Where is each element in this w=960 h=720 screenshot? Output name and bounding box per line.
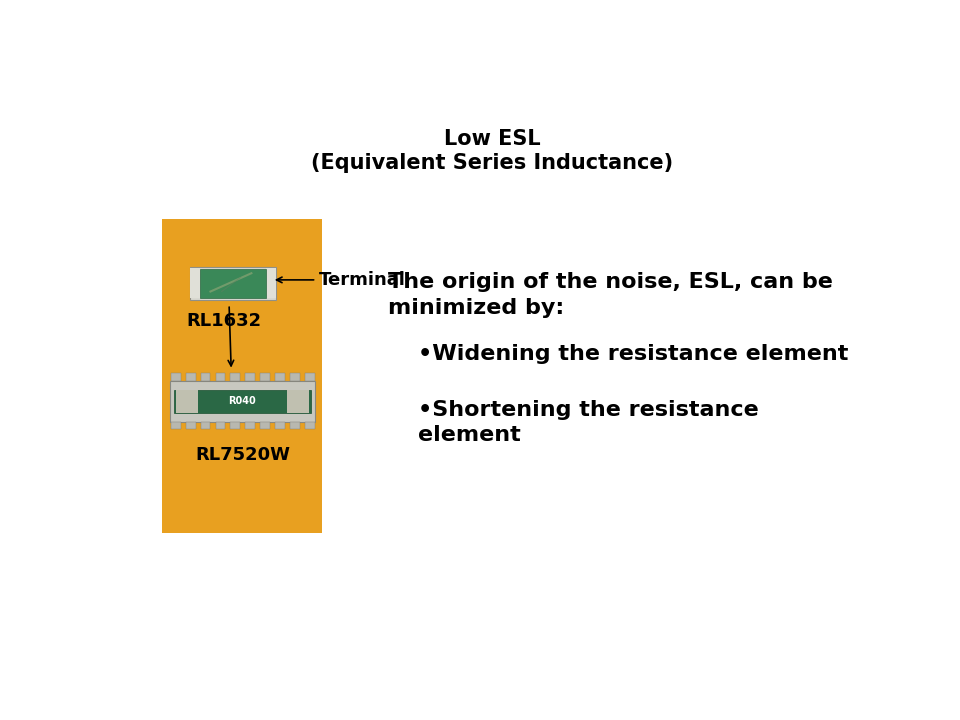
Bar (230, 373, 240, 380)
Text: Terminal: Terminal (319, 271, 405, 289)
Bar (174, 390, 311, 413)
Bar (171, 373, 180, 380)
Bar (260, 373, 270, 380)
Text: Low ESL: Low ESL (444, 129, 540, 149)
Bar (186, 373, 196, 380)
Bar (305, 422, 315, 429)
Bar (276, 373, 285, 380)
Bar (290, 422, 300, 429)
Text: •Widening the resistance element: •Widening the resistance element (418, 344, 848, 364)
Bar (216, 373, 226, 380)
Bar (230, 422, 240, 429)
Bar (190, 266, 276, 300)
Bar (305, 373, 315, 380)
Bar (176, 390, 198, 413)
Bar (276, 422, 285, 429)
Text: RL1632: RL1632 (186, 312, 261, 330)
Bar (246, 422, 255, 429)
Bar (290, 373, 300, 380)
Bar (201, 373, 210, 380)
Bar (200, 269, 266, 297)
Bar (287, 390, 309, 413)
Bar (266, 269, 276, 298)
Bar (171, 422, 180, 429)
Text: R040: R040 (228, 396, 256, 406)
Bar (260, 422, 270, 429)
Bar (216, 422, 226, 429)
Text: RL7520W: RL7520W (195, 446, 290, 464)
Bar (201, 422, 210, 429)
Bar (246, 373, 255, 380)
Bar (170, 380, 315, 422)
Text: •Shortening the resistance
element: •Shortening the resistance element (418, 400, 758, 445)
Bar (162, 220, 323, 533)
Text: The origin of the noise, ESL, can be
minimized by:: The origin of the noise, ESL, can be min… (388, 272, 832, 318)
Bar (186, 422, 196, 429)
Bar (190, 269, 200, 298)
Text: (Equivalent Series Inductance): (Equivalent Series Inductance) (311, 153, 673, 173)
